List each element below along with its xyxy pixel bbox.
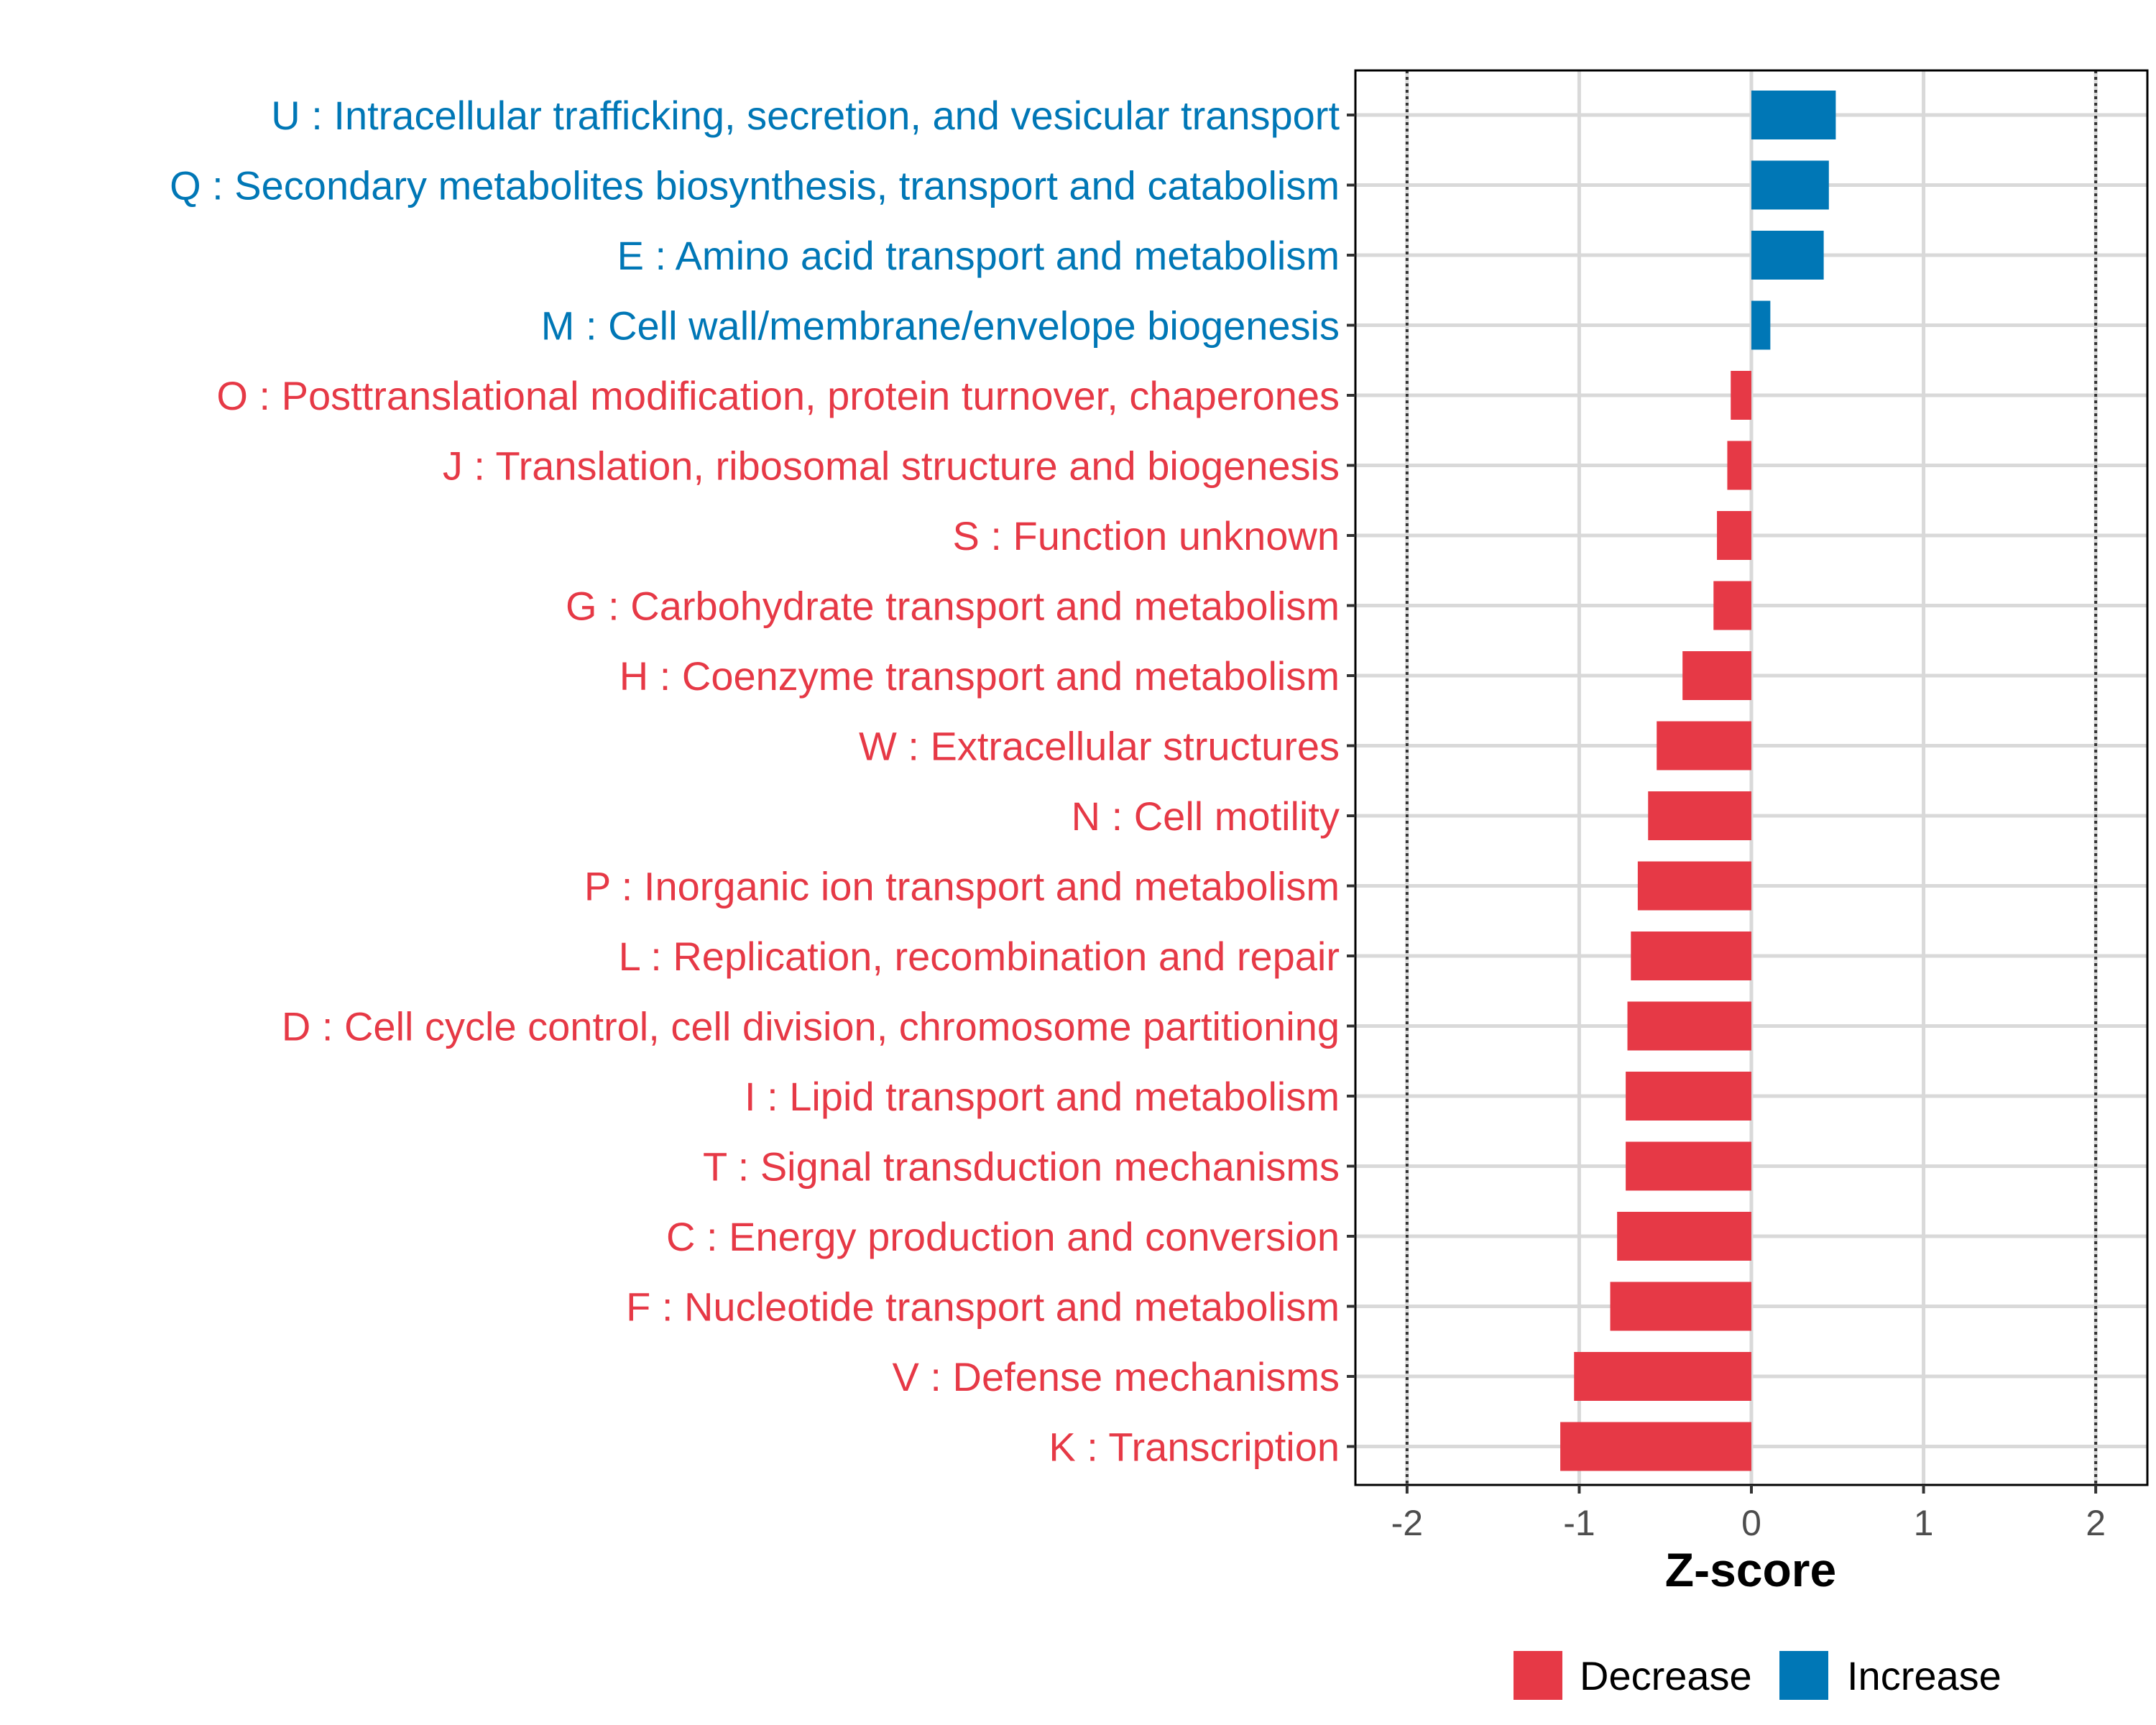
- legend-label: Decrease: [1580, 1653, 1752, 1698]
- bar: [1617, 1212, 1751, 1261]
- bar: [1751, 91, 1836, 139]
- bar: [1574, 1352, 1751, 1401]
- bar: [1751, 160, 1829, 210]
- bar: [1657, 721, 1751, 770]
- category-label: C : Energy production and conversion: [666, 1214, 1340, 1259]
- category-label: Q : Secondary metabolites biosynthesis, …: [170, 163, 1340, 208]
- category-label: I : Lipid transport and metabolism: [745, 1074, 1340, 1119]
- category-label: T : Signal transduction mechanisms: [703, 1144, 1340, 1190]
- legend-swatch: [1779, 1651, 1828, 1700]
- category-label: H : Coenzyme transport and metabolism: [619, 653, 1340, 699]
- bar: [1648, 791, 1751, 840]
- x-tick-label: 2: [2086, 1503, 2106, 1543]
- bar: [1751, 300, 1771, 350]
- bar: [1560, 1422, 1751, 1471]
- bar: [1626, 1141, 1751, 1191]
- category-label: P : Inorganic ion transport and metaboli…: [584, 864, 1340, 909]
- x-tick-label: 0: [1741, 1503, 1761, 1543]
- legend-label: Increase: [1847, 1653, 2001, 1698]
- category-label: J : Translation, ribosomal structure and…: [443, 443, 1340, 489]
- category-label: L : Replication, recombination and repai…: [619, 934, 1340, 979]
- reference-lines: [1405, 70, 2098, 1485]
- bar: [1631, 932, 1751, 980]
- bar: [1610, 1282, 1751, 1331]
- y-axis-ticks: [1347, 114, 1355, 1448]
- category-label: E : Amino acid transport and metabolism: [617, 233, 1340, 278]
- bar: [1731, 371, 1751, 420]
- category-label: O : Posttranslational modification, prot…: [216, 373, 1340, 418]
- category-label: N : Cell motility: [1072, 794, 1340, 839]
- legend: Decrease Increase: [1514, 1651, 2001, 1700]
- bars: [1560, 91, 1836, 1471]
- x-tick-label: -2: [1391, 1503, 1423, 1543]
- category-label: F : Nucleotide transport and metabolism: [626, 1284, 1340, 1330]
- y-axis-category-labels: U : Intracellular trafficking, secretion…: [170, 93, 1340, 1470]
- category-label: K : Transcription: [1049, 1425, 1340, 1470]
- category-label: W : Extracellular structures: [859, 724, 1340, 769]
- bar: [1682, 651, 1751, 700]
- bar: [1751, 231, 1824, 280]
- bar: [1717, 511, 1751, 560]
- bar: [1727, 441, 1751, 490]
- category-label: D : Cell cycle control, cell division, c…: [282, 1004, 1340, 1049]
- category-label: G : Carbohydrate transport and metabolis…: [566, 584, 1340, 629]
- bar: [1713, 581, 1751, 630]
- bar: [1627, 1001, 1751, 1051]
- x-tick-label: -1: [1563, 1503, 1595, 1543]
- x-axis-ticks: [1405, 1485, 2098, 1494]
- category-label: V : Defense mechanisms: [893, 1354, 1340, 1399]
- category-label: M : Cell wall/membrane/envelope biogenes…: [541, 303, 1340, 349]
- category-label: U : Intracellular trafficking, secretion…: [271, 93, 1340, 138]
- legend-swatch: [1514, 1651, 1562, 1700]
- bar: [1626, 1072, 1751, 1121]
- x-axis-tick-labels: -2 -1 0 1 2: [1391, 1503, 2106, 1543]
- category-label: S : Function unknown: [952, 513, 1340, 558]
- x-tick-label: 1: [1914, 1503, 1934, 1543]
- bar: [1637, 861, 1751, 911]
- x-axis-title: Z-score: [1665, 1543, 1836, 1596]
